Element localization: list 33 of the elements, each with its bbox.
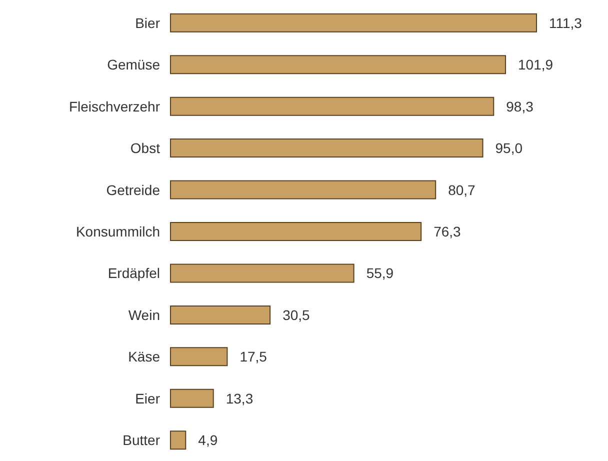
data-label: 101,9 [518,56,554,73]
data-label: 80,7 [448,182,476,198]
y-tick-label: Wein [128,306,160,323]
bar [170,138,484,158]
y-tick-label: Gemüse [107,56,160,73]
bar [170,388,214,408]
y-tick-label: Getreide [106,182,160,198]
data-label: 111,3 [549,14,582,31]
data-label: 98,3 [506,98,534,114]
bar [170,96,494,116]
y-tick-label: Butter [122,432,160,448]
data-label: 30,5 [282,306,310,323]
data-label: 13,3 [226,390,254,406]
y-tick-label: Eier [135,390,160,406]
bar [170,13,537,32]
data-label: 17,5 [240,348,268,365]
data-label: 76,3 [434,224,462,240]
data-label: 95,0 [495,140,523,156]
y-tick-label: Käse [128,348,160,365]
y-tick-label: Obst [130,140,160,156]
bar [170,264,354,283]
bar [170,55,506,74]
bar [170,430,186,450]
y-tick-label: Fleischverzehr [68,98,160,114]
y-tick-label: Konsummilch [76,224,160,240]
y-tick-label: Bier [135,14,160,31]
bar [170,222,422,241]
bar [170,305,271,324]
data-label: 55,9 [366,265,394,282]
bar [170,180,436,200]
bar [170,347,228,366]
data-label: 4,9 [198,432,218,448]
y-tick-label: Erdäpfel [108,265,160,282]
